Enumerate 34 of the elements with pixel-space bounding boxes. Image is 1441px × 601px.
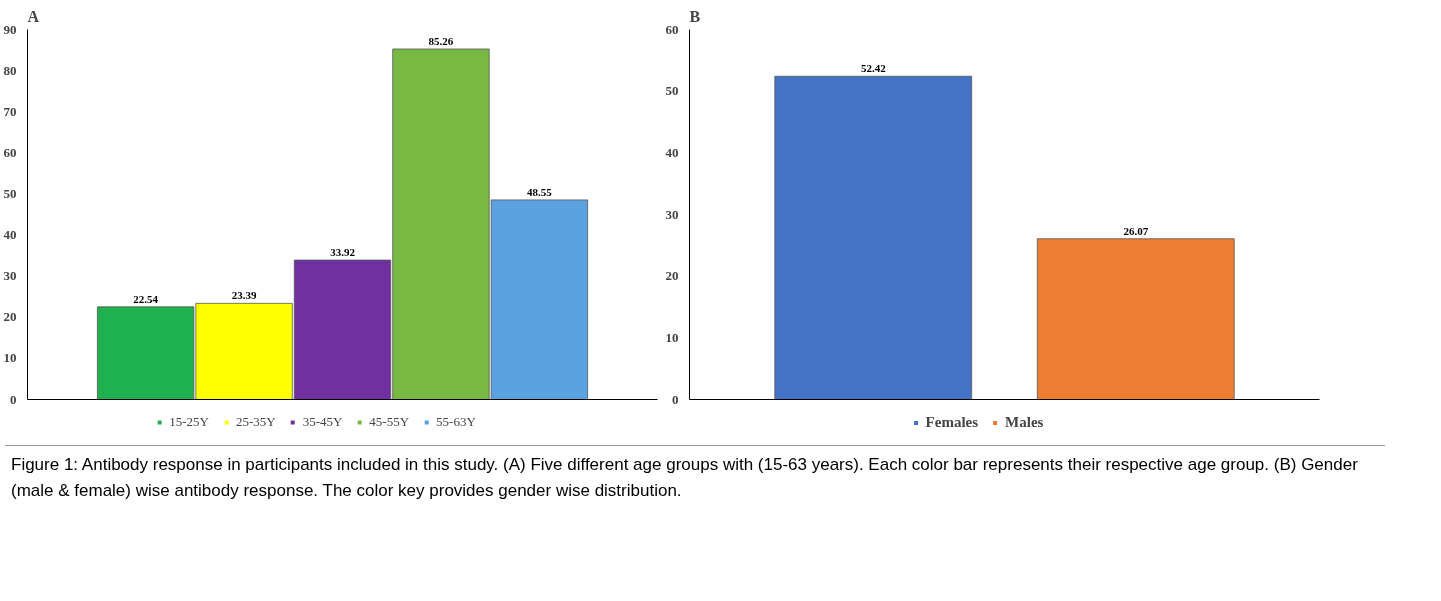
data-label: 33.92: [330, 246, 356, 259]
y-tick-label: 0: [10, 391, 17, 407]
chart-title: A: [27, 7, 40, 25]
y-tick-label: 10: [3, 350, 17, 366]
legend-label: Females: [925, 413, 979, 431]
legend-label: 15-25Y: [169, 414, 209, 430]
y-tick-label: 50: [3, 185, 17, 201]
y-tick-label: 40: [665, 144, 679, 160]
legend-label: Males: [1005, 413, 1044, 431]
legend-label: 55-63Y: [436, 414, 476, 430]
data-label: 26.07: [1123, 224, 1149, 237]
y-tick-label: 70: [3, 103, 17, 119]
y-tick-label: 90: [3, 21, 17, 37]
data-label: 52.42: [860, 62, 887, 75]
y-tick-label: 10: [665, 329, 679, 345]
caption: Figure 1: Antibody response in participants included in this study. (A) Five different age groups with (15-63 years). Each color bar represents their respective age group. (B) Gender (male & female) wise antibody response. The color key provides gender wise distribution.: [11, 454, 1359, 502]
y-tick-label: 20: [665, 268, 679, 284]
legend-label: 25-35Y: [235, 414, 276, 430]
y-tick-label: 80: [3, 62, 17, 78]
data-label: 48.55: [527, 185, 553, 198]
chart-title: B: [689, 7, 701, 25]
y-tick-label: 50: [665, 83, 679, 99]
y-tick-label: 40: [3, 227, 17, 243]
y-tick-label: 60: [665, 21, 679, 37]
y-tick-label: 0: [672, 391, 679, 407]
y-tick-label: 30: [3, 268, 17, 284]
y-tick-label: 30: [665, 206, 679, 222]
data-label: 85.26: [428, 34, 454, 47]
legend-label: 35-45Y: [302, 414, 343, 430]
legend-label: 45-55Y: [369, 414, 410, 430]
y-tick-label: 60: [3, 144, 17, 160]
data-label: 22.54: [133, 292, 159, 305]
y-tick-label: 20: [3, 309, 17, 325]
data-label: 23.39: [231, 289, 257, 302]
